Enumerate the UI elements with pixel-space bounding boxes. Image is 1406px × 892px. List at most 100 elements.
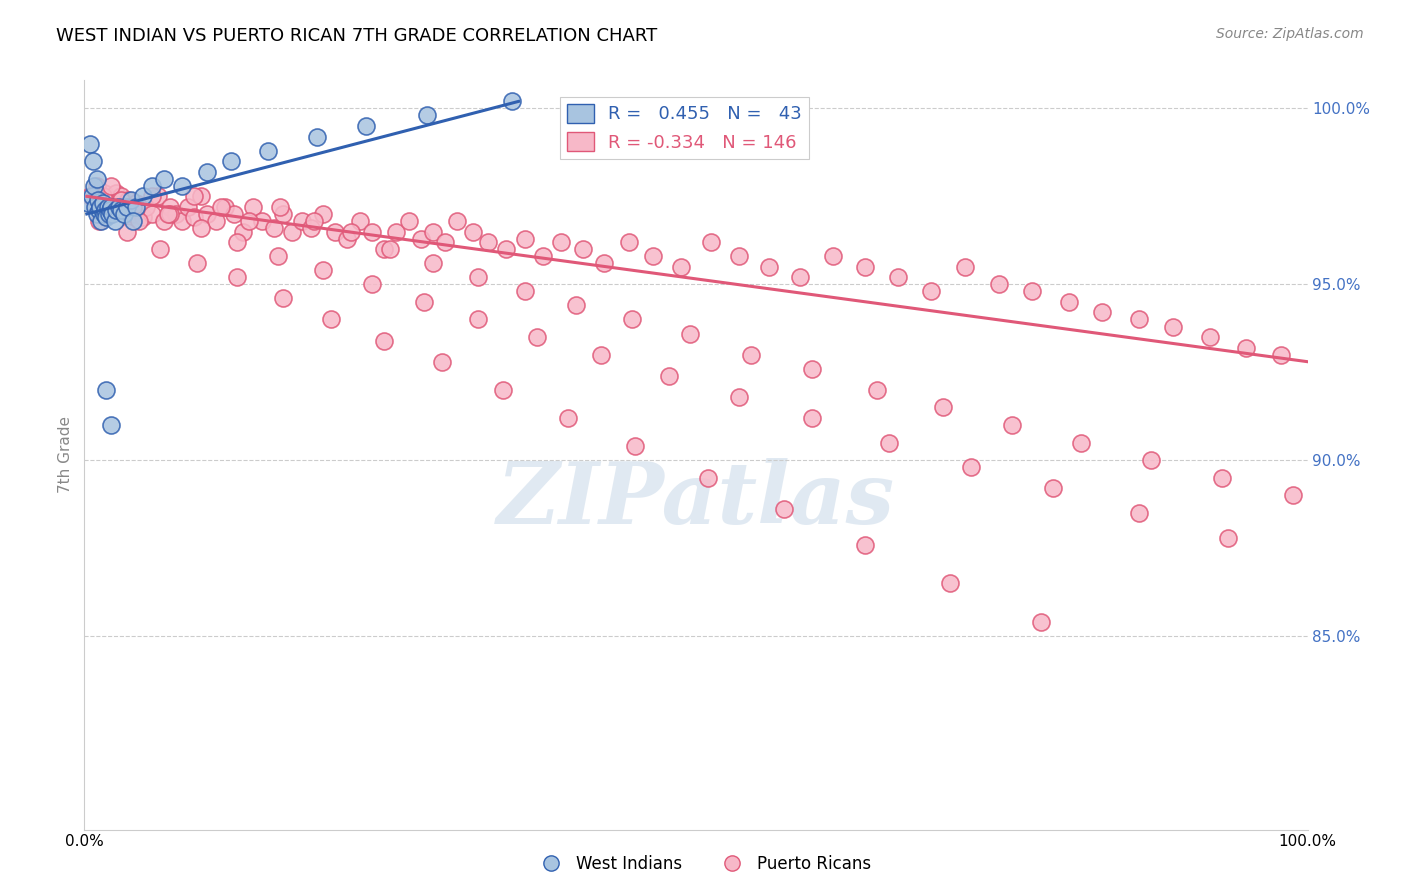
Point: [1070, 435, 1092, 450]
Point: [1236, 341, 1258, 355]
Point: [115, 225, 138, 239]
Point: [434, 235, 457, 249]
Point: [1128, 312, 1150, 326]
Point: [112, 203, 135, 218]
Point: [422, 256, 444, 270]
Point: [1140, 453, 1163, 467]
Point: [190, 221, 212, 235]
Point: [159, 207, 181, 221]
Point: [349, 214, 371, 228]
Point: [621, 312, 644, 326]
Point: [263, 221, 285, 235]
Point: [96, 200, 118, 214]
Point: [107, 200, 129, 214]
Point: [250, 214, 273, 228]
Point: [97, 200, 120, 214]
Point: [115, 200, 138, 214]
Point: [79, 136, 101, 151]
Point: [125, 200, 148, 214]
Point: [84, 200, 107, 214]
Point: [141, 189, 163, 203]
Point: [186, 256, 208, 270]
Point: [86, 207, 108, 221]
Point: [110, 203, 132, 218]
Point: [183, 189, 205, 203]
Point: [219, 154, 242, 169]
Point: [531, 249, 554, 263]
Point: [1091, 305, 1114, 319]
Point: [550, 235, 572, 249]
Point: [340, 225, 363, 239]
Point: [1161, 319, 1184, 334]
Point: [1211, 471, 1233, 485]
Point: [141, 178, 163, 193]
Point: [98, 203, 121, 218]
Point: [643, 249, 665, 263]
Text: Source: ZipAtlas.com: Source: ZipAtlas.com: [1216, 27, 1364, 41]
Point: [446, 214, 468, 228]
Point: [83, 178, 105, 193]
Point: [112, 207, 135, 221]
Point: [238, 214, 260, 228]
Point: [86, 171, 108, 186]
Point: [257, 144, 280, 158]
Point: [409, 231, 432, 245]
Point: [93, 186, 115, 200]
Text: ZIPatlas: ZIPatlas: [496, 458, 896, 541]
Point: [165, 207, 187, 221]
Point: [416, 108, 439, 122]
Point: [671, 260, 693, 274]
Point: [617, 235, 640, 249]
Point: [105, 186, 128, 200]
Point: [101, 207, 124, 221]
Point: [477, 235, 499, 249]
Point: [153, 214, 176, 228]
Point: [96, 211, 118, 225]
Point: [789, 270, 811, 285]
Point: [312, 263, 335, 277]
Point: [502, 95, 524, 109]
Point: [1128, 506, 1150, 520]
Point: [190, 189, 212, 203]
Legend: West Indians, Puerto Ricans: West Indians, Puerto Ricans: [527, 848, 879, 880]
Point: [360, 277, 382, 292]
Point: [336, 231, 359, 245]
Point: [120, 193, 142, 207]
Point: [122, 207, 145, 221]
Point: [593, 256, 616, 270]
Point: [156, 207, 179, 221]
Point: [132, 211, 155, 225]
Point: [149, 242, 172, 256]
Point: [463, 225, 485, 239]
Point: [100, 200, 122, 214]
Point: [183, 211, 205, 225]
Point: [988, 277, 1011, 292]
Y-axis label: 7th Grade: 7th Grade: [58, 417, 73, 493]
Point: [86, 178, 108, 193]
Point: [658, 368, 681, 383]
Point: [117, 193, 139, 207]
Point: [679, 326, 702, 341]
Point: [495, 242, 517, 256]
Point: [853, 538, 876, 552]
Point: [304, 214, 326, 228]
Point: [269, 200, 291, 214]
Point: [877, 435, 900, 450]
Point: [96, 383, 118, 397]
Point: [222, 207, 245, 221]
Point: [492, 383, 515, 397]
Point: [312, 207, 335, 221]
Point: [291, 214, 314, 228]
Point: [77, 196, 100, 211]
Point: [557, 411, 579, 425]
Point: [209, 200, 232, 214]
Point: [385, 225, 408, 239]
Point: [373, 334, 395, 348]
Point: [1198, 330, 1220, 344]
Point: [120, 200, 142, 214]
Text: WEST INDIAN VS PUERTO RICAN 7TH GRADE CORRELATION CHART: WEST INDIAN VS PUERTO RICAN 7TH GRADE CO…: [56, 27, 658, 45]
Point: [422, 225, 444, 239]
Point: [305, 129, 328, 144]
Point: [159, 200, 181, 214]
Point: [91, 189, 114, 203]
